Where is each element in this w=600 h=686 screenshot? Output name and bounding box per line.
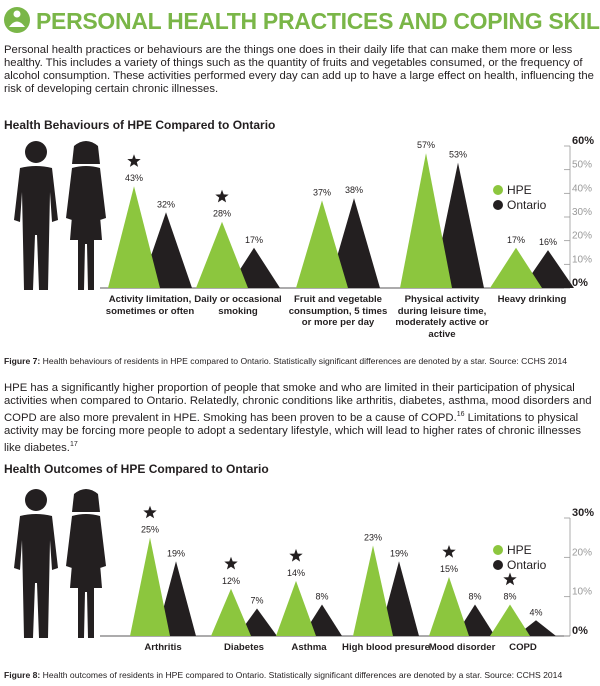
- y-tick-label: 10%: [572, 587, 592, 598]
- y-tick-label: 30%: [572, 507, 594, 519]
- value-label: 53%: [449, 150, 467, 160]
- value-label: 15%: [440, 564, 458, 574]
- x-tick-label: Physical activity during leisure time, m…: [395, 294, 489, 340]
- triangle-bar: [490, 247, 542, 288]
- x-tick-label: Diabetes: [224, 642, 264, 653]
- triangle-bar: [196, 221, 248, 288]
- value-label: 16%: [539, 237, 557, 247]
- intro-paragraph: Personal health practices or behaviours …: [4, 44, 594, 95]
- x-tick-label: Heavy drinking: [497, 294, 567, 305]
- value-label: 12%: [222, 576, 240, 586]
- legend-swatch: [493, 545, 503, 555]
- triangle-bar: [108, 186, 160, 288]
- triangle-bar: [353, 545, 393, 636]
- triangle-bar: [379, 561, 419, 636]
- caption-label: Figure 8:: [4, 670, 41, 680]
- y-tick-label: 10%: [572, 254, 592, 265]
- triangle-bar: [211, 588, 251, 636]
- caption-label: Figure 7:: [4, 356, 41, 366]
- significance-star: [503, 572, 517, 586]
- y-tick-label: 0%: [572, 277, 588, 289]
- y-tick-label: 50%: [572, 160, 592, 171]
- significance-star: [127, 154, 141, 167]
- x-tick-label: Mood disorder: [428, 642, 496, 653]
- value-label: 7%: [250, 595, 263, 605]
- caption-text: Health behaviours of residents in HPE co…: [40, 356, 568, 366]
- triangle-bar: [296, 200, 348, 288]
- significance-star: [442, 545, 456, 558]
- x-tick-label: COPD: [509, 642, 537, 653]
- significance-star: [224, 556, 238, 570]
- value-label: 25%: [141, 525, 159, 535]
- x-tick-label: High blood presure: [342, 642, 430, 653]
- value-label: 8%: [503, 592, 516, 602]
- value-label: 14%: [287, 568, 305, 578]
- legend-label: Ontario: [507, 558, 547, 572]
- y-tick-label: 20%: [572, 231, 592, 242]
- value-label: 8%: [468, 592, 481, 602]
- value-label: 23%: [364, 533, 382, 543]
- x-tick-label: Fruit and vegetable consumption, 5 times…: [288, 294, 388, 328]
- x-tick-label: Daily or occasional smoking: [194, 294, 282, 317]
- y-tick-label: 30%: [572, 207, 592, 218]
- value-label: 32%: [157, 199, 175, 209]
- people-silhouette: [14, 489, 106, 638]
- legend-label: Ontario: [507, 198, 547, 212]
- significance-star: [215, 189, 229, 203]
- value-label: 17%: [245, 235, 263, 245]
- text: Limitations to physical activity may be …: [4, 411, 582, 454]
- value-label: 37%: [313, 187, 331, 197]
- legend-label: HPE: [507, 183, 532, 197]
- significance-star: [289, 548, 303, 562]
- triangle-bar: [400, 153, 452, 288]
- value-label: 17%: [507, 235, 525, 245]
- legend-swatch: [493, 200, 503, 210]
- triangle-bar: [429, 577, 469, 636]
- x-tick-label: Asthma: [291, 642, 327, 653]
- triangle-bar: [276, 580, 316, 636]
- value-label: 19%: [167, 548, 185, 558]
- value-label: 43%: [125, 173, 143, 183]
- header-icon: [4, 7, 30, 33]
- x-tick-label: Activity limitation, sometimes or often: [105, 294, 195, 317]
- y-tick-label: 20%: [572, 547, 592, 558]
- caption-text: Health outcomes of residents in HPE comp…: [40, 670, 563, 680]
- people-silhouette: [14, 141, 106, 290]
- page-title: PERSONAL HEALTH PRACTICES AND COPING SKI…: [36, 8, 600, 34]
- text: HPE has a significantly higher proportio…: [4, 382, 592, 424]
- value-label: 38%: [345, 185, 363, 195]
- value-label: 8%: [315, 592, 328, 602]
- footnote-ref: 16: [456, 411, 465, 418]
- y-tick-label: 0%: [572, 625, 588, 637]
- chart-title: Health Outcomes of HPE Compared to Ontar…: [4, 462, 269, 476]
- value-label: 57%: [417, 140, 435, 150]
- figure-caption: Figure 8: Health outcomes of residents i…: [4, 670, 562, 680]
- value-label: 4%: [529, 607, 542, 617]
- value-label: 19%: [390, 548, 408, 558]
- chart-title: Health Behaviours of HPE Compared to Ont…: [4, 118, 276, 132]
- triangle-bar: [130, 537, 170, 636]
- value-label: 28%: [213, 209, 231, 219]
- body-paragraph: HPE has a significantly higher proportio…: [4, 382, 596, 455]
- significance-star: [143, 505, 157, 519]
- legend-swatch: [493, 185, 503, 195]
- y-tick-label: 60%: [572, 135, 594, 147]
- x-tick-label: Arthritis: [144, 642, 182, 653]
- legend-label: HPE: [507, 543, 532, 557]
- y-tick-label: 40%: [572, 183, 592, 194]
- triangle-bar: [490, 604, 530, 636]
- figure-caption: Figure 7: Health behaviours of residents…: [4, 356, 567, 366]
- footnote-ref: 17: [69, 440, 78, 448]
- legend-swatch: [493, 560, 503, 570]
